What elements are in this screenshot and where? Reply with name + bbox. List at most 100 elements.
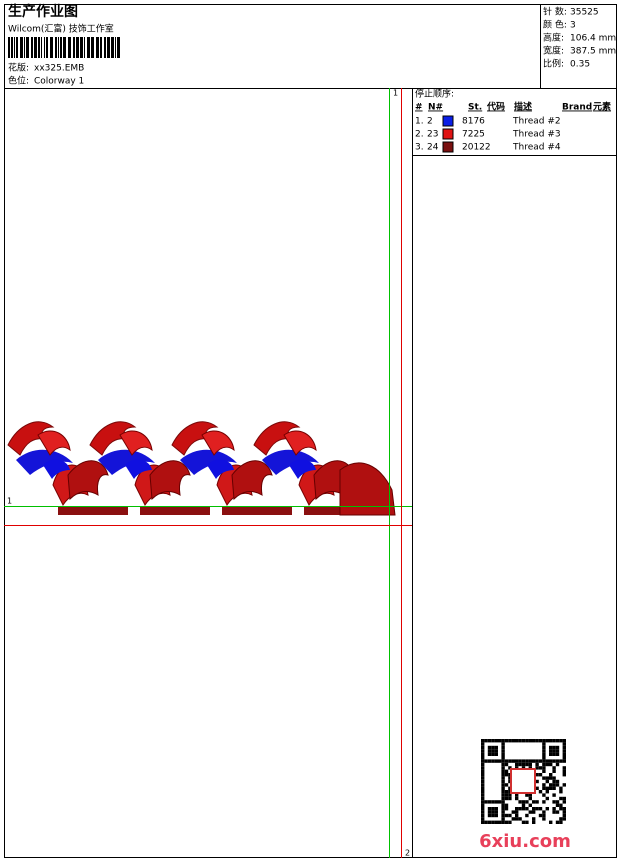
bar — [41, 37, 42, 58]
qr-module — [528, 739, 532, 743]
qr-module — [481, 766, 485, 770]
bar — [16, 37, 18, 58]
qr-module — [481, 790, 485, 794]
qr-module — [538, 773, 543, 777]
qr-module — [518, 817, 522, 821]
qr-module — [525, 762, 529, 767]
title: 生产作业图 — [8, 3, 78, 20]
stop-title: 停止顺序: — [415, 88, 454, 100]
bar — [84, 37, 85, 58]
qr-module — [501, 752, 505, 756]
qr-module — [501, 776, 505, 780]
stat-value: 3 — [570, 21, 576, 31]
qr-module — [494, 820, 498, 824]
qr-module — [562, 813, 566, 818]
row-code: 8176 — [462, 117, 485, 127]
qr-module — [515, 813, 519, 818]
qr-module — [525, 807, 529, 811]
qr-module — [552, 807, 556, 811]
qr-module — [481, 749, 485, 753]
qr-module — [504, 762, 509, 767]
qr-module — [481, 779, 485, 784]
qr-module — [542, 783, 546, 787]
qr-module — [535, 739, 539, 743]
qr-module — [481, 752, 485, 756]
bar — [11, 37, 13, 58]
qr-module — [532, 759, 536, 763]
qr-module — [515, 762, 519, 767]
qr-module — [494, 739, 498, 743]
qr-module — [521, 762, 526, 767]
qr-module — [501, 793, 505, 797]
qr-module — [501, 759, 505, 763]
qr-module — [555, 783, 560, 787]
qr-module — [515, 810, 519, 814]
qr-module — [508, 739, 512, 743]
qr-module — [542, 766, 546, 770]
qr-module — [491, 820, 495, 824]
qr-module — [501, 769, 505, 773]
qr-module — [559, 817, 563, 821]
color-swatch — [442, 141, 454, 153]
qr-module — [508, 820, 512, 824]
row-index: 2. — [415, 130, 424, 140]
qr-module — [481, 739, 485, 743]
qr-module — [562, 807, 566, 811]
column-header: St. — [468, 103, 482, 113]
bar — [87, 37, 90, 58]
qr-module — [491, 759, 495, 763]
qr-module — [521, 739, 526, 743]
qr-module — [535, 779, 539, 784]
qr-module — [494, 749, 498, 753]
qr-module — [555, 749, 560, 753]
qr-module — [504, 769, 509, 773]
qr-module — [555, 820, 560, 824]
qr-module — [528, 762, 532, 767]
bar — [63, 37, 66, 58]
qr-module — [525, 793, 529, 797]
row-code: 7225 — [462, 130, 485, 140]
qr-module — [528, 803, 532, 807]
page-border — [4, 4, 617, 858]
qr-module — [515, 807, 519, 811]
bar — [58, 37, 59, 58]
bar — [68, 37, 71, 58]
qr-module — [494, 807, 498, 811]
qr-module — [538, 739, 543, 743]
qr-module — [501, 773, 505, 777]
qr-module — [501, 786, 505, 790]
bar — [80, 37, 83, 58]
row-n: 24 — [427, 143, 439, 153]
embroidery — [7, 421, 396, 516]
qr-seal — [510, 768, 536, 794]
qr-module — [538, 766, 543, 770]
qr-module — [518, 807, 522, 811]
qr-module — [481, 773, 485, 777]
qr-module — [504, 820, 509, 824]
qr-module — [508, 790, 512, 794]
qr-module — [555, 752, 560, 756]
qr-module — [555, 762, 560, 767]
qr-module — [481, 807, 485, 811]
stat-label: 宽度: — [543, 45, 564, 57]
qr-module — [545, 786, 549, 790]
bar — [34, 37, 37, 58]
qr-module — [487, 739, 492, 743]
qr-module — [494, 813, 498, 818]
qr-module — [549, 759, 553, 763]
bar — [91, 37, 94, 58]
bar — [8, 37, 10, 58]
qr-module — [532, 807, 536, 811]
guide-label: 1 — [7, 497, 12, 506]
qr-module — [521, 759, 526, 763]
qr-module — [521, 803, 526, 807]
qr-module — [484, 800, 488, 804]
qr-module — [487, 810, 492, 814]
qr-module — [504, 790, 509, 794]
qr-module — [481, 776, 485, 780]
qr-module — [535, 800, 539, 804]
qr-module — [525, 800, 529, 804]
bar — [107, 37, 110, 58]
qr-module — [511, 810, 515, 814]
qr-module — [549, 776, 553, 780]
